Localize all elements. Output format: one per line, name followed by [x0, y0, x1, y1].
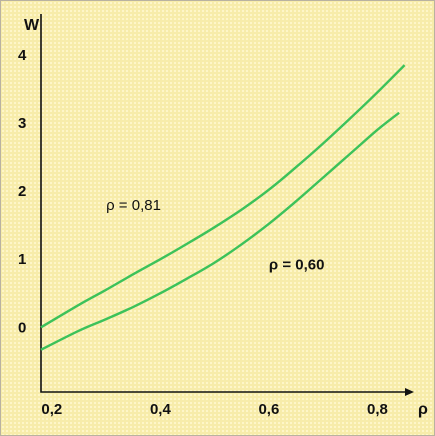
series-line-2: [40, 111, 400, 351]
y-axis-title: W: [24, 17, 40, 34]
y-tick-label: 3: [18, 115, 26, 132]
curve-annotations: ρ = 0,81 ρ = 0,60: [106, 197, 324, 273]
x-tick-labels: 0,2 0,4 0,6 0,8: [41, 401, 387, 418]
x-axis-title: ρ: [418, 401, 428, 418]
series-lines: [40, 64, 406, 351]
y-tick-label: 4: [18, 47, 27, 64]
x-tick-label: 0,4: [150, 401, 172, 418]
chart-axes-lines: [40, 14, 410, 393]
curve-label-1: ρ = 0,81: [106, 197, 161, 214]
curve-label-2: ρ = 0,60: [269, 256, 325, 273]
y-tick-label: 1: [18, 251, 26, 268]
axes: [40, 14, 414, 396]
y-tick-label: 2: [18, 183, 26, 200]
x-tick-label: 0,2: [41, 401, 62, 418]
y-tick-label: 0: [18, 319, 26, 336]
y-tick-labels: 0 1 2 3 4: [18, 47, 27, 336]
series-line-1: [40, 64, 406, 329]
x-tick-label: 0,8: [367, 401, 388, 418]
x-axis-arrowhead: [405, 388, 414, 396]
x-tick-label: 0,6: [258, 401, 279, 418]
